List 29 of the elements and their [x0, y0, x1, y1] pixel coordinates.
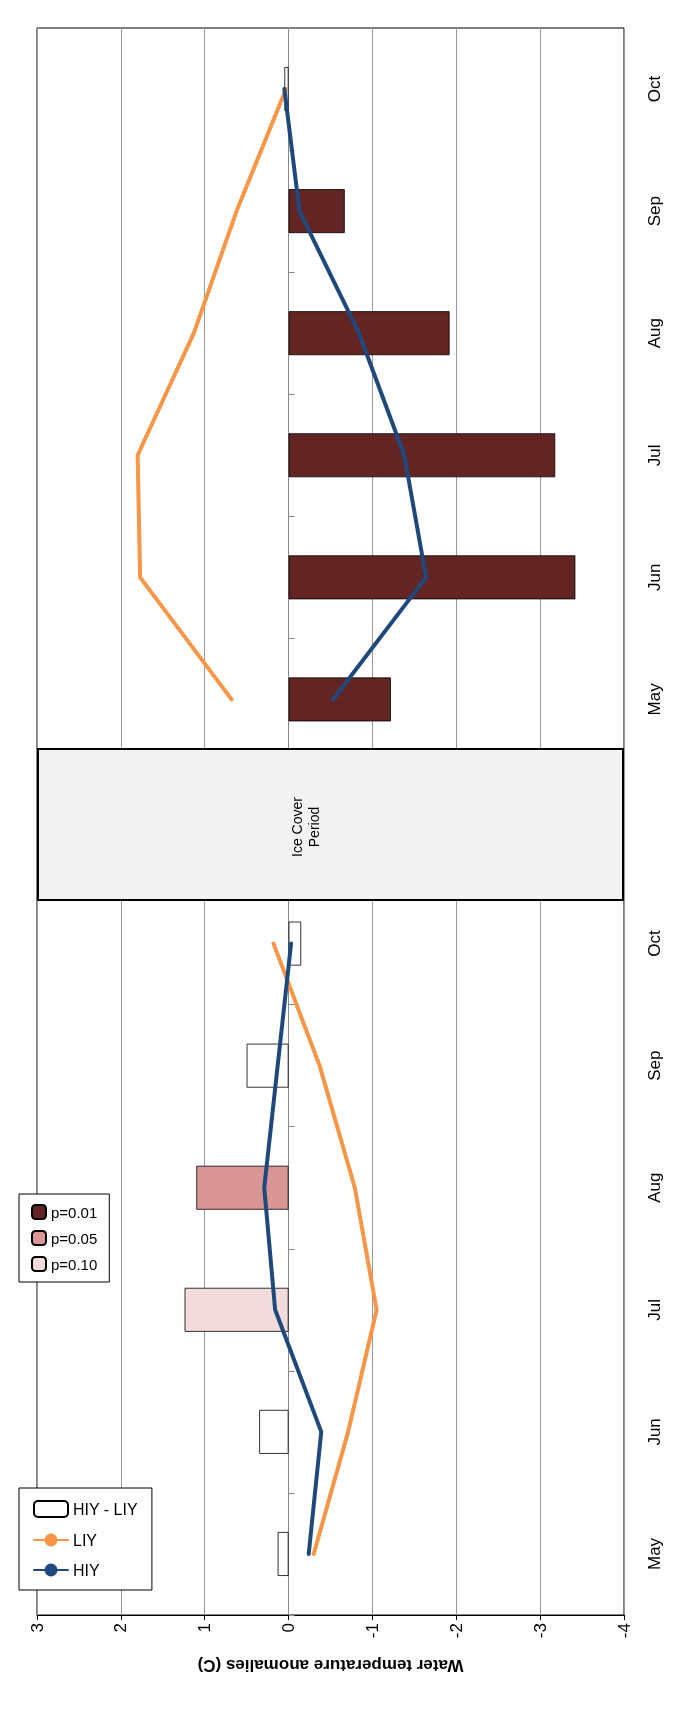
legend-label: p=0.01: [51, 1203, 98, 1221]
x-tick-label: -3: [530, 1623, 550, 1639]
x-tick-label: 3: [27, 1623, 47, 1633]
legend-label: HIY: [73, 1561, 100, 1579]
y-tick-label: Jun: [645, 563, 664, 592]
x-tick-label: 2: [111, 1623, 131, 1633]
x-tick-label: 1: [195, 1623, 215, 1633]
y-tick-label: Jul: [645, 444, 664, 467]
x-tick-label: 0: [279, 1623, 299, 1633]
x-tick-label: -4: [614, 1623, 634, 1639]
x-axis-title: Water temperature anomalies (C): [197, 1656, 464, 1675]
x-tick-label: -1: [362, 1623, 382, 1639]
legend-label: p=0.10: [51, 1255, 98, 1273]
shaded-box: Ice Cover Period: [37, 748, 624, 901]
y-tick-label: May: [645, 1537, 664, 1571]
y-tick-label: Jun: [645, 1418, 664, 1446]
y-tick-label: Aug: [645, 318, 664, 349]
legend-label: LIY: [73, 1531, 98, 1549]
y-tick-label: Jul: [645, 1298, 664, 1321]
y-tick-label: May: [645, 682, 664, 716]
legend-label: HIY - LIY: [73, 1500, 138, 1518]
y-tick-label: Aug: [645, 1172, 664, 1203]
y-tick-label: Sep: [645, 1050, 664, 1081]
y-tick-label: Sep: [645, 195, 664, 227]
annotation: Ice Cover Period: [288, 795, 323, 859]
x-tick-label: -2: [446, 1623, 466, 1639]
y-tick-label: Oct: [645, 930, 664, 957]
y-tick-label: Oct: [645, 75, 664, 103]
legend-label: p=0.05: [51, 1229, 98, 1247]
